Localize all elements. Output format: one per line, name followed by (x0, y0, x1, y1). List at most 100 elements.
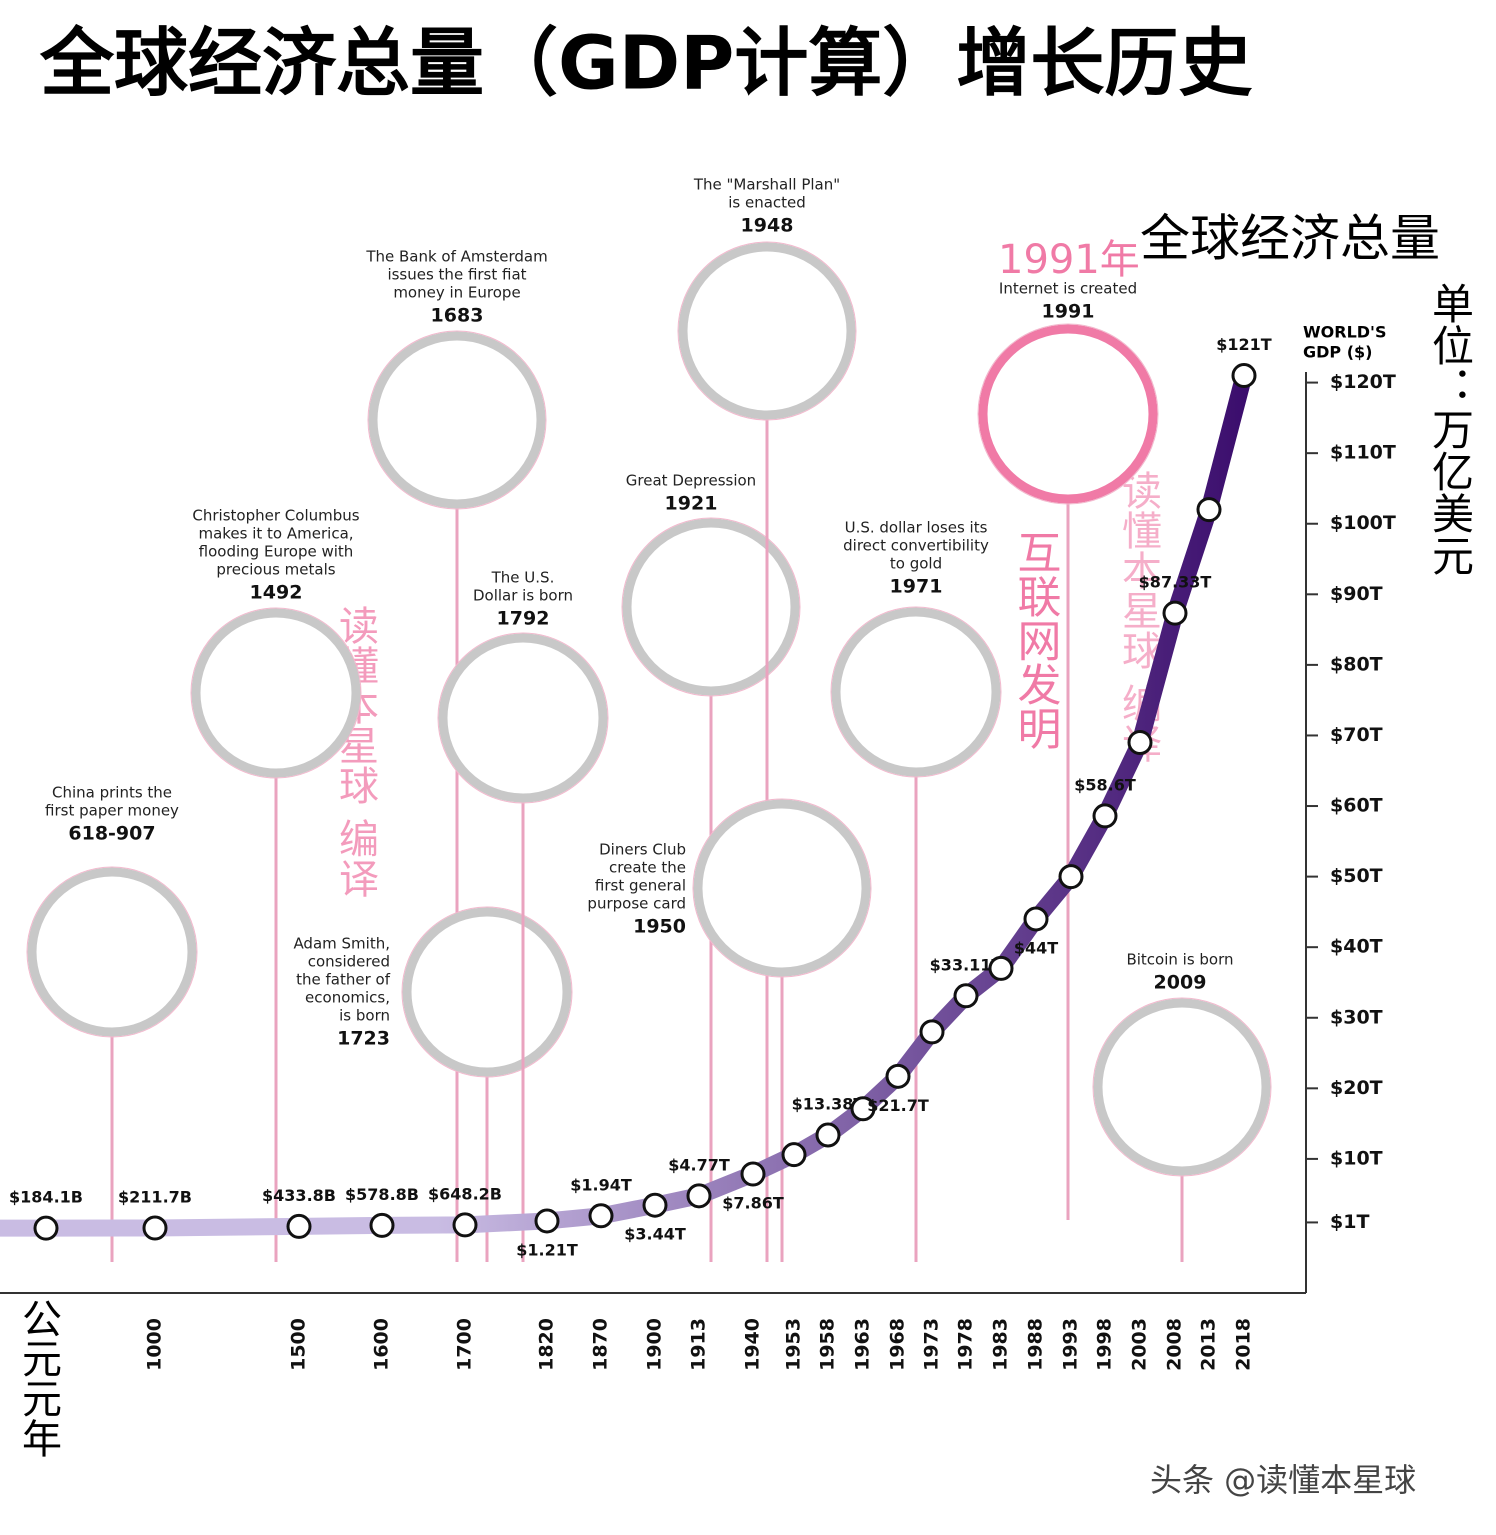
event-text: first general (595, 877, 686, 895)
y-tick-label: $120T (1330, 371, 1396, 393)
x-tick-label: 公元元年 (15, 1298, 61, 1458)
event-circle (693, 799, 871, 977)
event-circle (191, 608, 361, 778)
x-tick-label: 1500 (288, 1318, 310, 1371)
event-ring (677, 241, 857, 421)
event-ring (190, 607, 362, 779)
event-text: considered (308, 953, 390, 971)
event-date: 1921 (665, 493, 718, 515)
data-point (588, 1203, 614, 1229)
y-axis-title: GDP ($) (1303, 343, 1372, 362)
event-date: 1950 (633, 916, 686, 938)
event-text: direct convertibility (843, 537, 989, 555)
x-tick-label: 2018 (1233, 1318, 1255, 1371)
event-circle (678, 242, 856, 420)
y-tick-label: $40T (1330, 936, 1383, 958)
x-tick-label: 1820 (536, 1318, 558, 1371)
event-date: 1971 (890, 576, 943, 598)
x-tick-label: 1700 (454, 1318, 476, 1371)
x-tick-label: 1953 (783, 1318, 805, 1371)
data-point (642, 1192, 668, 1218)
event-date: 1723 (337, 1028, 390, 1050)
event-text: to gold (890, 555, 942, 573)
x-tick-label: 1988 (1025, 1318, 1047, 1371)
event-ring (621, 517, 801, 697)
value-label: $1.21T (516, 1240, 578, 1259)
event-circle (978, 324, 1158, 504)
event-date: 1492 (250, 582, 303, 604)
event-text: U.S. dollar loses its (845, 519, 988, 537)
annotation: 全球经济总量 (1140, 210, 1440, 268)
x-tick-label: 1600 (371, 1318, 393, 1371)
data-point (740, 1161, 766, 1187)
event-text: Bitcoin is born (1126, 951, 1233, 969)
value-label: $211.7B (118, 1187, 192, 1206)
value-label: $7.86T (722, 1194, 784, 1213)
x-tick-label: 1983 (990, 1318, 1012, 1371)
value-label: $4.77T (668, 1155, 730, 1174)
x-tick-label: 1973 (921, 1318, 943, 1371)
y-tick-label: $60T (1330, 795, 1383, 817)
y-tick-label: $90T (1330, 583, 1383, 605)
y-tick-label: $20T (1330, 1077, 1383, 1099)
event-date: 1683 (431, 305, 484, 327)
data-point (534, 1208, 560, 1234)
y-tick-label: $100T (1330, 512, 1396, 534)
x-tick-label: 2003 (1129, 1318, 1151, 1371)
value-label: $33.11T (930, 955, 1003, 974)
y-tick-label: $70T (1330, 724, 1383, 746)
x-tick-label: 1000 (144, 1318, 166, 1371)
value-label: $3.44T (624, 1225, 686, 1244)
x-tick-label: 1993 (1060, 1318, 1082, 1371)
value-label: $648.2B (428, 1184, 502, 1203)
event-text: Dollar is born (473, 587, 573, 605)
value-label: $578.8B (345, 1185, 419, 1204)
event-text: The "Marshall Plan" (693, 176, 840, 194)
y-tick-label: $80T (1330, 653, 1383, 675)
event-text: create the (609, 859, 686, 877)
event-text: is born (339, 1007, 390, 1025)
event-ring (977, 323, 1159, 505)
value-label: $44T (1014, 938, 1058, 957)
annotation: 单位：万亿美元 (1426, 282, 1475, 576)
data-point (1023, 906, 1049, 932)
data-point (33, 1215, 59, 1241)
data-point (1162, 600, 1188, 626)
data-point (885, 1063, 911, 1089)
value-label: $433.8B (262, 1186, 336, 1205)
x-tick-label: 2008 (1164, 1318, 1186, 1371)
x-tick-label: 1958 (817, 1318, 839, 1371)
event-ring (437, 632, 609, 804)
value-label: $184.1B (9, 1188, 83, 1207)
event-text: first paper money (45, 802, 179, 820)
value-label: $58.6T (1074, 775, 1136, 794)
y-axis-title: WORLD'S (1303, 323, 1386, 342)
event-text: economics, (305, 989, 390, 1007)
event-text: Diners Club (599, 841, 686, 859)
data-point (953, 983, 979, 1009)
event-ring (26, 866, 198, 1038)
value-label: $121T (1216, 335, 1272, 354)
event-circle (831, 607, 1001, 777)
annotation: 互联网发明 (1010, 530, 1061, 750)
event-text: flooding Europe with (199, 543, 354, 561)
y-tick-label: $30T (1330, 1006, 1383, 1028)
data-point (1127, 730, 1153, 756)
data-point (988, 955, 1014, 981)
event-text: makes it to America, (198, 525, 353, 543)
data-point (142, 1215, 168, 1241)
data-point (1231, 363, 1257, 389)
event-circle (368, 331, 546, 509)
x-tick-label: 1998 (1094, 1318, 1116, 1371)
x-tick-label: 1870 (590, 1318, 612, 1371)
data-point (1196, 497, 1222, 523)
data-point (369, 1212, 395, 1238)
event-text: the father of (296, 971, 391, 989)
event-text: is enacted (728, 194, 806, 212)
event-text: precious metals (216, 561, 335, 579)
x-tick-label: 1913 (688, 1318, 710, 1371)
y-tick-label: $110T (1330, 442, 1396, 464)
x-tick-label: 1968 (887, 1318, 909, 1371)
event-text: purpose card (587, 895, 686, 913)
